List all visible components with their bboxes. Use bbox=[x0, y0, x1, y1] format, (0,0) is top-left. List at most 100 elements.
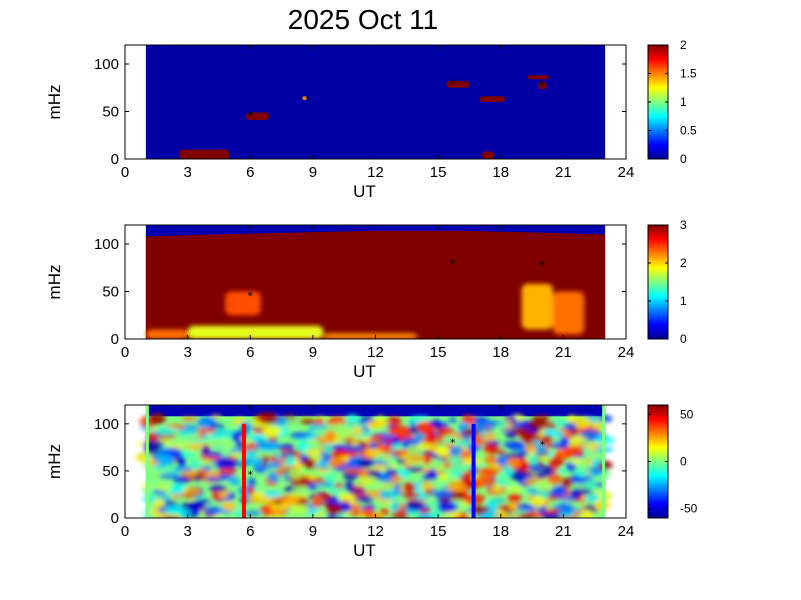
noise-cell bbox=[551, 485, 567, 497]
x-tick-label: 9 bbox=[309, 164, 317, 181]
noise-cell bbox=[591, 458, 601, 467]
power-feature-3 bbox=[302, 96, 307, 101]
noise-cell bbox=[188, 458, 202, 471]
noise-cell bbox=[591, 421, 606, 429]
noise-cell bbox=[246, 496, 269, 504]
noise-cell bbox=[529, 495, 546, 508]
noise-cell bbox=[495, 477, 508, 487]
noise-cell bbox=[385, 438, 394, 443]
noise-cell bbox=[331, 458, 348, 466]
noise-cell bbox=[228, 478, 241, 486]
noise-cell bbox=[505, 486, 523, 492]
marker-2: * bbox=[450, 257, 456, 270]
noise-cell bbox=[344, 480, 354, 492]
power-patch-4 bbox=[225, 291, 261, 316]
x-tick-label: 12 bbox=[367, 344, 384, 361]
noise-cell bbox=[155, 483, 171, 492]
x-tick-label: 6 bbox=[246, 523, 254, 540]
noise-cell bbox=[547, 473, 563, 485]
y-tick-label: 100 bbox=[94, 56, 119, 73]
noise-cell bbox=[154, 499, 165, 508]
power-feature-8 bbox=[538, 81, 547, 90]
noise-cell bbox=[497, 420, 510, 428]
noise-cell bbox=[387, 416, 402, 426]
power-feature-5 bbox=[481, 151, 495, 159]
noise-cell bbox=[214, 457, 236, 469]
y-tick-label: 0 bbox=[111, 151, 119, 168]
noise-cell bbox=[376, 443, 392, 451]
colorbar-gradient bbox=[647, 224, 669, 340]
noise-cell bbox=[583, 479, 597, 491]
x-tick-label: 24 bbox=[618, 164, 635, 181]
noise-cell bbox=[287, 467, 304, 480]
noise-cell bbox=[194, 474, 207, 479]
noise-cell bbox=[477, 467, 499, 475]
power-patch-6 bbox=[552, 291, 585, 335]
figure-title: 2025 Oct 11 bbox=[288, 4, 438, 35]
noise-cell bbox=[142, 497, 158, 503]
noise-cell bbox=[571, 458, 583, 464]
power-feature-2 bbox=[246, 112, 270, 121]
noise-cell bbox=[306, 485, 318, 490]
colorbar-tick-label: 1.5 bbox=[680, 67, 697, 81]
x-axis-label: UT bbox=[353, 541, 376, 560]
noise-cell bbox=[449, 445, 464, 457]
noise-cell bbox=[365, 491, 378, 496]
x-tick-label: 0 bbox=[121, 523, 129, 540]
noise-cell bbox=[343, 468, 365, 474]
noise-cell bbox=[274, 454, 283, 460]
marker-1: * bbox=[248, 289, 254, 302]
noise-cell bbox=[275, 468, 285, 476]
marker-1: * bbox=[248, 109, 254, 122]
power-patch-1 bbox=[145, 329, 188, 339]
noise-cell bbox=[420, 482, 434, 491]
noise-cell bbox=[180, 452, 196, 458]
noise-cell bbox=[201, 446, 210, 455]
noise-cell bbox=[402, 482, 417, 493]
colorbar-tick-label: 0 bbox=[680, 332, 687, 346]
noise-cell bbox=[500, 511, 510, 518]
marker-1: * bbox=[248, 469, 254, 482]
edge-left-strip bbox=[145, 405, 149, 518]
y-tick-label: 0 bbox=[111, 510, 119, 527]
noise-cell bbox=[186, 439, 208, 444]
x-tick-label: 3 bbox=[183, 523, 191, 540]
noise-cell bbox=[548, 456, 564, 468]
noise-cell bbox=[345, 414, 360, 426]
noise-cell bbox=[286, 495, 301, 505]
noise-cell bbox=[434, 490, 456, 500]
noise-texture bbox=[135, 412, 615, 518]
colorbar-tick-label: 0.5 bbox=[680, 124, 697, 138]
panel-1-colorbar: 0 0.5 1 1.5 2 bbox=[647, 38, 697, 166]
power-feature-7 bbox=[527, 75, 549, 80]
y-tick-label: 0 bbox=[111, 331, 119, 348]
x-tick-label: 21 bbox=[555, 164, 572, 181]
x-tick-label: 24 bbox=[618, 523, 635, 540]
power-feature-1 bbox=[179, 149, 230, 159]
noise-cell bbox=[556, 468, 569, 474]
noise-cell bbox=[401, 491, 420, 498]
noise-cell bbox=[270, 504, 289, 513]
noise-cell bbox=[365, 459, 375, 466]
y-tick-label: 100 bbox=[94, 416, 119, 433]
noise-cell bbox=[526, 445, 537, 454]
noise-cell bbox=[442, 435, 460, 444]
x-tick-label: 18 bbox=[492, 344, 509, 361]
noise-cell bbox=[314, 482, 336, 488]
y-tick-label: 50 bbox=[102, 104, 119, 121]
noise-cell bbox=[522, 480, 536, 486]
x-tick-label: 0 bbox=[121, 344, 129, 361]
low-frequency-power bbox=[145, 283, 585, 339]
marker-2: * bbox=[450, 77, 456, 90]
noise-cell bbox=[542, 434, 553, 442]
colorbar-tick-label: 3 bbox=[680, 218, 687, 232]
noise-cell bbox=[507, 454, 525, 459]
noise-cell bbox=[593, 500, 611, 511]
noise-cell bbox=[334, 428, 355, 439]
y-axis-label: mHz bbox=[45, 85, 64, 120]
x-tick-label: 0 bbox=[121, 164, 129, 181]
x-tick-label: 15 bbox=[430, 164, 447, 181]
noise-cell bbox=[584, 493, 600, 503]
noise-cell bbox=[422, 472, 436, 481]
